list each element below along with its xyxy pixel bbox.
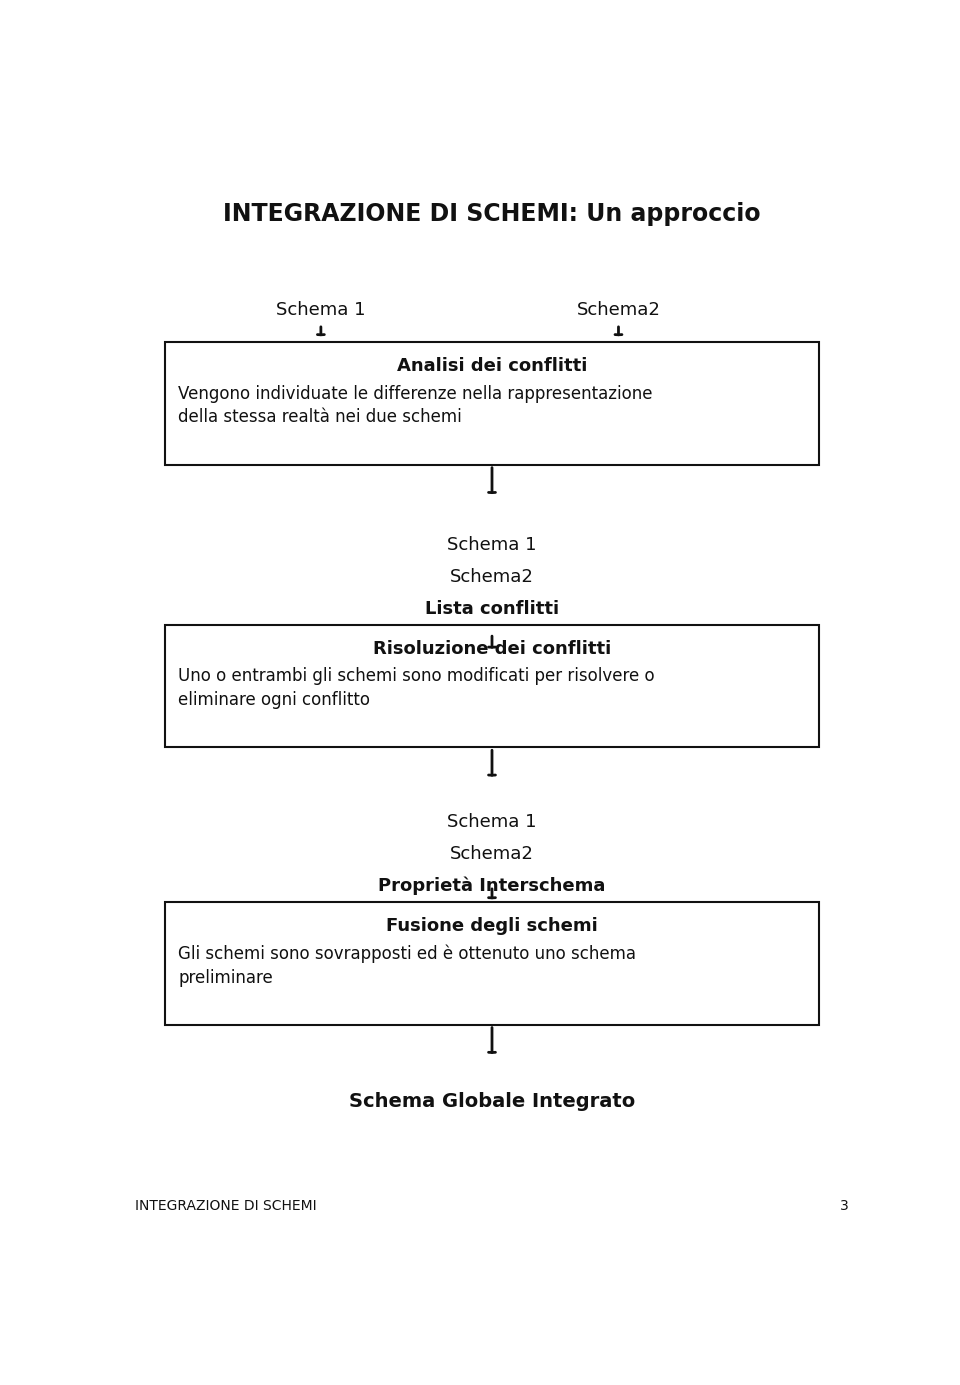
Text: INTEGRAZIONE DI SCHEMI: INTEGRAZIONE DI SCHEMI bbox=[134, 1199, 317, 1213]
Text: INTEGRAZIONE DI SCHEMI: Un approccio: INTEGRAZIONE DI SCHEMI: Un approccio bbox=[223, 202, 761, 226]
Text: Schema2: Schema2 bbox=[450, 568, 534, 586]
FancyBboxPatch shape bbox=[165, 902, 820, 1025]
Text: Schema 1: Schema 1 bbox=[447, 813, 537, 831]
Text: Schema2: Schema2 bbox=[577, 301, 660, 319]
Text: Fusione degli schemi: Fusione degli schemi bbox=[386, 917, 598, 935]
Text: Schema 1: Schema 1 bbox=[447, 536, 537, 554]
FancyBboxPatch shape bbox=[165, 342, 820, 465]
Text: Risoluzione dei conflitti: Risoluzione dei conflitti bbox=[372, 640, 612, 658]
Text: Gli schemi sono sovrapposti ed è ottenuto uno schema
preliminare: Gli schemi sono sovrapposti ed è ottenut… bbox=[178, 945, 636, 986]
Text: Proprietà Interschema: Proprietà Interschema bbox=[378, 877, 606, 895]
Text: Schema Globale Integrato: Schema Globale Integrato bbox=[348, 1091, 636, 1111]
Text: Uno o entrambi gli schemi sono modificati per risolvere o
eliminare ogni conflit: Uno o entrambi gli schemi sono modificat… bbox=[178, 668, 655, 709]
Text: Analisi dei conflitti: Analisi dei conflitti bbox=[396, 357, 588, 375]
Text: Vengono individuate le differenze nella rappresentazione
della stessa realtà nei: Vengono individuate le differenze nella … bbox=[178, 385, 653, 427]
FancyBboxPatch shape bbox=[165, 625, 820, 748]
Text: 3: 3 bbox=[840, 1199, 849, 1213]
Text: Lista conflitti: Lista conflitti bbox=[425, 600, 559, 618]
Text: Schema 1: Schema 1 bbox=[276, 301, 366, 319]
Text: Schema2: Schema2 bbox=[450, 845, 534, 863]
